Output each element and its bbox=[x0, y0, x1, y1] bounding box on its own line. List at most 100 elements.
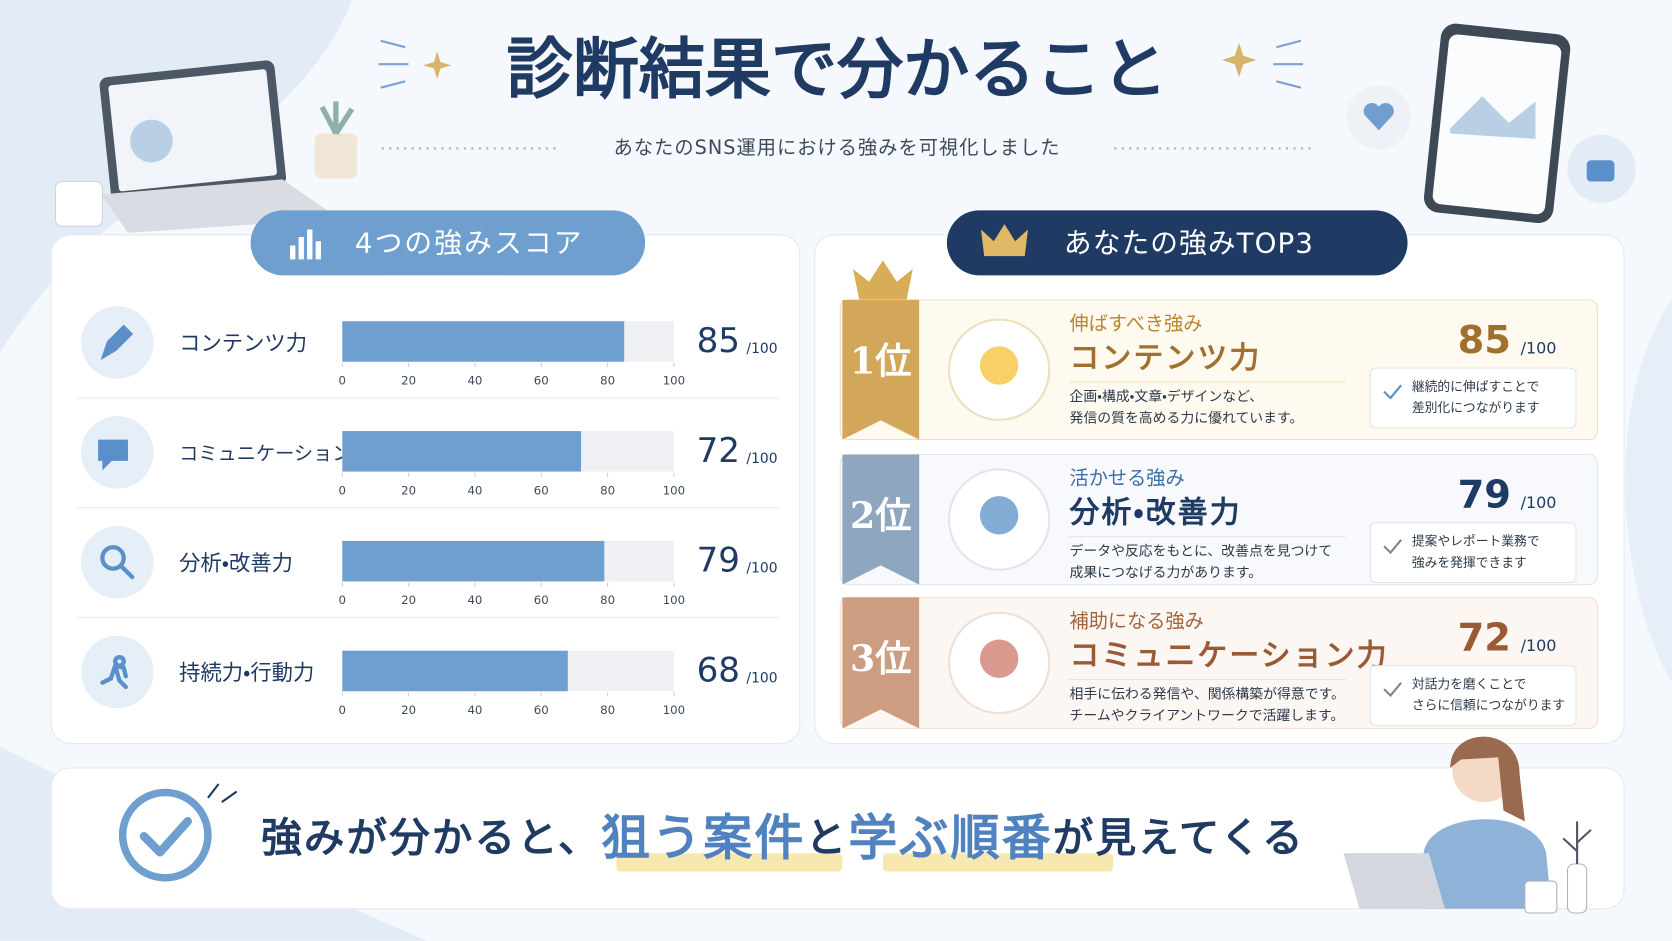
rank-label: 1位 bbox=[850, 339, 911, 382]
rank-description: 企画・構成・文章・デザインなど、 bbox=[1070, 388, 1264, 405]
rank-kicker: 補助になる強み bbox=[1070, 609, 1204, 632]
x-tick-label: 40 bbox=[467, 483, 482, 497]
note-text: 提案やレポート業務で bbox=[1412, 533, 1540, 549]
score-value: 72 bbox=[697, 431, 740, 471]
rank-description: 成果につなげる力があります。 bbox=[1070, 565, 1263, 581]
rank-ribbon bbox=[842, 454, 920, 585]
panel-title: 4つの強みスコア bbox=[355, 226, 584, 259]
score-value: 85 bbox=[697, 321, 740, 361]
x-tick-label: 20 bbox=[401, 483, 416, 497]
rank-name: コミュニケーション力 bbox=[1070, 639, 1389, 674]
x-tick-label: 0 bbox=[339, 483, 346, 497]
footer-text: 強みが分かると、 bbox=[261, 814, 601, 862]
score-label: 持続力・行動力 bbox=[179, 661, 314, 686]
panel-pill bbox=[250, 210, 646, 276]
score-label: コンテンツ力 bbox=[179, 332, 307, 357]
note-text: 差別化につながります bbox=[1412, 401, 1540, 416]
x-tick-label: 0 bbox=[339, 703, 346, 717]
footer-panel bbox=[50, 767, 1625, 910]
x-tick-label: 40 bbox=[467, 703, 482, 717]
bar-icon bbox=[290, 229, 321, 260]
rank-label: 3位 bbox=[850, 637, 911, 680]
score-icon-bg bbox=[81, 525, 154, 599]
x-tick-label: 60 bbox=[534, 483, 549, 497]
x-tick-label: 60 bbox=[534, 593, 549, 607]
x-tick-label: 80 bbox=[600, 483, 615, 497]
check-mark bbox=[139, 817, 192, 857]
note-text: さらに信頼につながります bbox=[1412, 698, 1565, 714]
score-unit: /100 bbox=[746, 561, 777, 577]
score-icon bbox=[100, 324, 134, 361]
bar bbox=[342, 540, 605, 582]
note-text: 対話力を磨くことで bbox=[1412, 677, 1527, 692]
footer-text: と bbox=[806, 814, 849, 862]
score-label: 分析・改善力 bbox=[179, 551, 293, 576]
page-title: 診断結果で分かること bbox=[507, 30, 1168, 108]
bar bbox=[342, 321, 625, 362]
rank-description: 発信の質を高める力に優れています。 bbox=[1070, 409, 1304, 426]
rank-name: コンテンツ力 bbox=[1070, 341, 1262, 376]
x-tick-label: 20 bbox=[401, 593, 416, 607]
panel-pill bbox=[946, 210, 1408, 276]
panel-title: あなたの強みTOP3 bbox=[1064, 226, 1314, 259]
footer-text: が見えてくる bbox=[1053, 814, 1305, 862]
score-icon bbox=[98, 439, 128, 471]
note-check bbox=[1383, 682, 1402, 698]
score-value: 68 bbox=[697, 651, 740, 691]
highlight bbox=[616, 853, 843, 872]
x-tick-label: 100 bbox=[663, 703, 685, 717]
note-box bbox=[1369, 665, 1577, 726]
rank-label: 2位 bbox=[850, 494, 911, 537]
rank-score: 72 bbox=[1458, 616, 1511, 661]
highlight bbox=[882, 853, 1114, 872]
note-text: 継続的に伸ばすことで bbox=[1412, 379, 1539, 395]
rank-description: 相手に伝わる発信や、関係構築が得意です。 bbox=[1070, 685, 1345, 702]
rank-score: 85 bbox=[1458, 318, 1511, 363]
score-unit: /100 bbox=[746, 670, 777, 686]
rank-description: データや反応をもとに、改善点を見つけて bbox=[1070, 543, 1333, 560]
check-circle bbox=[118, 788, 212, 882]
rank-unit: /100 bbox=[1521, 338, 1557, 357]
sparkle bbox=[1222, 42, 1257, 78]
score-label: コミュニケーション力 bbox=[179, 442, 371, 465]
note-box bbox=[1369, 522, 1577, 583]
x-tick-label: 40 bbox=[467, 373, 482, 387]
rank-icon bbox=[979, 496, 1019, 535]
x-tick-label: 100 bbox=[663, 483, 685, 497]
rank-ribbon bbox=[842, 597, 920, 729]
rank-ribbon bbox=[842, 299, 920, 440]
rank-unit: /100 bbox=[1521, 493, 1557, 512]
rank-unit: /100 bbox=[1521, 636, 1557, 655]
score-icon bbox=[100, 545, 135, 580]
crown-icon bbox=[853, 260, 913, 301]
blob bbox=[1625, 298, 1672, 683]
score-unit: /100 bbox=[746, 341, 777, 357]
rank-kicker: 伸ばすべき強み bbox=[1070, 312, 1203, 335]
x-tick-label: 100 bbox=[663, 373, 685, 387]
x-tick-label: 100 bbox=[663, 593, 685, 607]
phone-illustration bbox=[1346, 23, 1636, 224]
x-tick-label: 0 bbox=[339, 593, 346, 607]
rank-score: 79 bbox=[1458, 473, 1511, 518]
person-illustration bbox=[1343, 736, 1592, 914]
x-tick-label: 80 bbox=[600, 593, 615, 607]
score-value: 79 bbox=[697, 541, 740, 581]
rank-kicker: 活かせる強み bbox=[1070, 467, 1185, 490]
x-tick-label: 0 bbox=[339, 373, 346, 387]
note-box bbox=[1369, 367, 1577, 429]
rank-icon bbox=[979, 346, 1019, 385]
score-icon bbox=[100, 654, 128, 690]
x-tick-label: 80 bbox=[600, 703, 615, 717]
note-check bbox=[1383, 384, 1402, 400]
rank-description: チームやクライアントワークで活躍します。 bbox=[1070, 708, 1345, 724]
bar bbox=[342, 650, 568, 692]
note-check bbox=[1383, 539, 1402, 555]
footer-message: 強みが分かると、狙う案件と学ぶ順番が見えてくる bbox=[261, 808, 1305, 866]
rank-name: 分析・改善力 bbox=[1069, 496, 1242, 531]
accent-lines bbox=[207, 783, 238, 803]
crown-icon bbox=[981, 224, 1028, 257]
sparkle bbox=[423, 51, 452, 80]
sparkle-lines bbox=[378, 39, 1304, 89]
